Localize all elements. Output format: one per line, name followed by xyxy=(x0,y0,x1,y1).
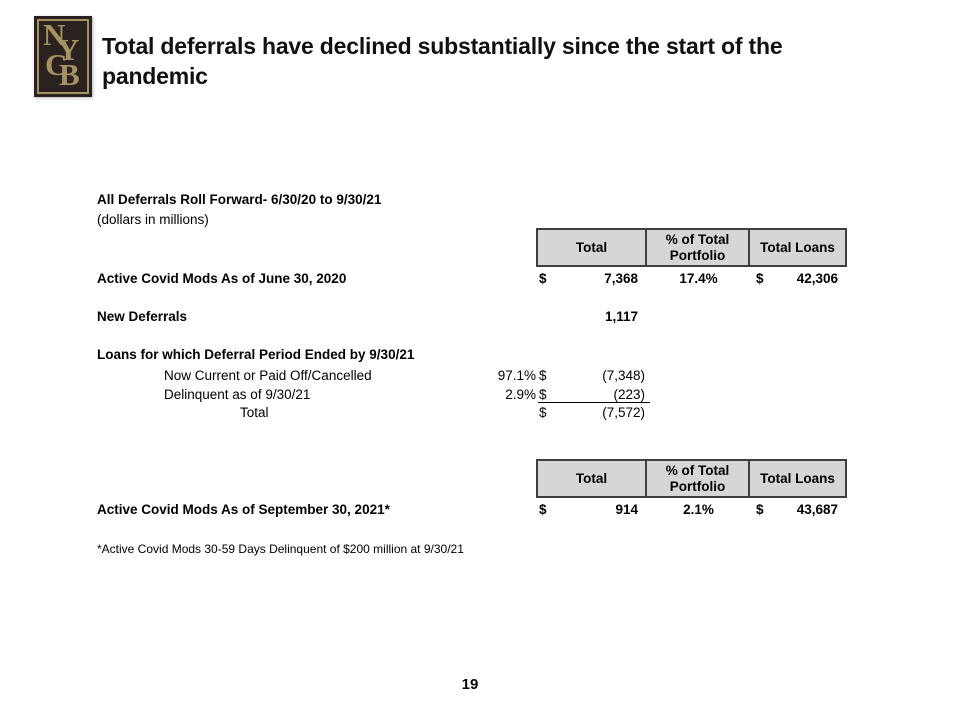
row-active-mods-sept-2021: Active Covid Mods As of September 30, 20… xyxy=(0,502,960,518)
row-deferral-period-ended: Loans for which Deferral Period Ended by… xyxy=(0,347,960,363)
row-label: Now Current or Paid Off/Cancelled xyxy=(164,368,372,383)
page-number: 19 xyxy=(461,676,479,693)
row-subtotal: Total $ (7,572) xyxy=(0,405,960,421)
row-label: New Deferrals xyxy=(97,309,188,324)
currency-symbol: $ xyxy=(539,387,547,402)
nycb-logo: N Y C B xyxy=(34,16,92,97)
pct-value: 17.4% xyxy=(679,271,718,286)
row-label: Delinquent as of 9/30/21 xyxy=(164,387,311,402)
row-active-mods-june-2020: Active Covid Mods As of June 30, 2020 $ … xyxy=(0,271,960,287)
col-header-total-loans: Total Loans xyxy=(760,470,835,486)
table1-header-row: Total % of Total Portfolio Total Loans xyxy=(536,228,847,267)
total-value: (7,348) xyxy=(602,368,645,383)
footnote: *Active Covid Mods 30-59 Days Delinquent… xyxy=(97,542,464,556)
currency-symbol: $ xyxy=(756,271,764,286)
table-heading: All Deferrals Roll Forward- 6/30/20 to 9… xyxy=(97,192,382,207)
pct-value: 2.1% xyxy=(683,502,714,517)
slide-title-line2: pandemic xyxy=(102,63,208,89)
pct-value: 2.9% xyxy=(505,387,536,402)
loans-value: 42,306 xyxy=(796,271,838,286)
logo-letter-y: Y xyxy=(57,32,80,67)
logo-inner-frame xyxy=(37,19,89,94)
row-now-current: Now Current or Paid Off/Cancelled 97.1% … xyxy=(0,368,960,384)
slide-title-line1: Total deferrals have declined substantia… xyxy=(102,33,783,59)
pct-value: 97.1% xyxy=(497,368,536,383)
total-value: (7,572) xyxy=(602,405,645,420)
total-value: (223) xyxy=(613,387,645,402)
col-header-total-loans: Total Loans xyxy=(760,239,835,255)
row-new-deferrals: New Deferrals 1,117 xyxy=(0,309,960,325)
currency-symbol: $ xyxy=(539,405,547,420)
slide-title: Total deferrals have declined substantia… xyxy=(102,31,947,91)
row-delinquent: Delinquent as of 9/30/21 2.9% $ (223) xyxy=(0,387,960,403)
total-value: 7,368 xyxy=(604,271,638,286)
logo-letter-n: N xyxy=(43,17,66,52)
table-subheading: (dollars in millions) xyxy=(97,212,209,227)
row-label: Active Covid Mods As of September 30, 20… xyxy=(97,502,390,517)
table2-header-row: Total % of Total Portfolio Total Loans xyxy=(536,459,847,498)
row-label: Loans for which Deferral Period Ended by… xyxy=(97,347,415,362)
row-label: Active Covid Mods As of June 30, 2020 xyxy=(97,271,347,286)
currency-symbol: $ xyxy=(539,502,547,517)
row-label: Total xyxy=(240,405,269,420)
col-header-total: Total xyxy=(575,239,608,255)
loans-value: 43,687 xyxy=(796,502,838,517)
logo-letter-c: C xyxy=(45,47,68,82)
col-header-total: Total xyxy=(575,470,608,486)
col-header-pct-portfolio: % of Total Portfolio xyxy=(645,461,750,496)
total-value: 914 xyxy=(615,502,638,517)
currency-symbol: $ xyxy=(539,271,547,286)
logo-letter-b: B xyxy=(59,57,80,92)
currency-symbol: $ xyxy=(756,502,764,517)
currency-symbol: $ xyxy=(539,368,547,383)
total-value: 1,117 xyxy=(604,309,638,324)
subtotal-underline xyxy=(538,402,650,403)
col-header-pct-portfolio: % of Total Portfolio xyxy=(645,230,750,265)
